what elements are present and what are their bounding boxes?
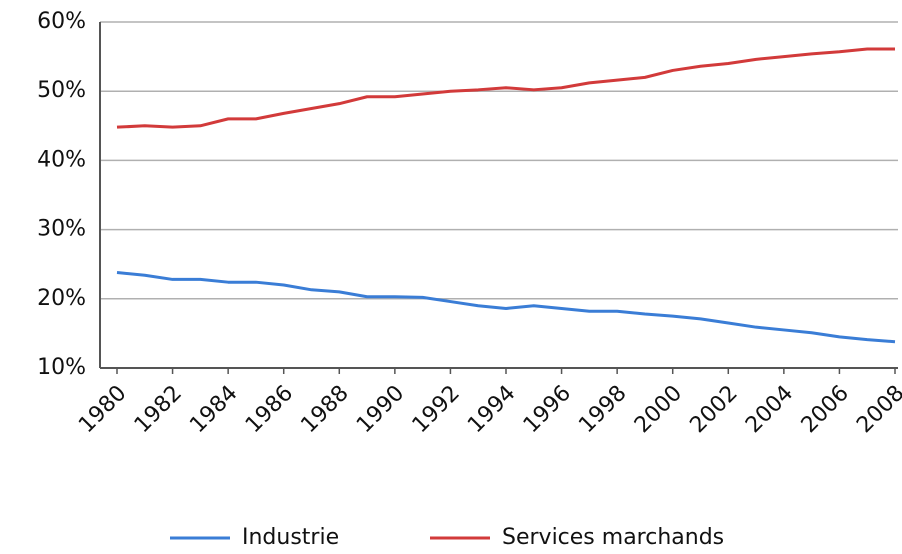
- x-tick-label: 1988: [296, 381, 353, 438]
- y-tick-label: 60%: [37, 9, 86, 34]
- x-tick-label: 2000: [630, 381, 687, 438]
- x-tick-label: 2002: [685, 381, 742, 438]
- x-tick-label: 2004: [741, 381, 798, 438]
- y-tick-label: 20%: [37, 286, 86, 311]
- x-tick-label: 1994: [463, 381, 520, 438]
- series-line: [116, 271, 896, 344]
- y-tick-label: 30%: [37, 217, 86, 242]
- legend-label: Services marchands: [502, 525, 724, 550]
- x-tick-label: 2006: [797, 381, 854, 438]
- y-tick-label: 50%: [37, 78, 86, 103]
- x-tick-label: 1998: [574, 381, 631, 438]
- y-tick-label: 10%: [37, 355, 86, 380]
- x-tick-label: 1980: [74, 381, 131, 438]
- x-tick-label: 1986: [241, 381, 298, 438]
- x-tick-label: 1996: [519, 381, 576, 438]
- x-tick-label: 1990: [352, 381, 409, 438]
- y-tick-label: 40%: [37, 147, 86, 172]
- x-tick-label: 1982: [130, 381, 187, 438]
- series-line: [116, 47, 895, 129]
- x-tick-label: 2008: [852, 381, 902, 438]
- x-tick-label: 1984: [185, 381, 242, 438]
- legend-label: Industrie: [242, 525, 339, 550]
- x-tick-label: 1992: [408, 381, 465, 438]
